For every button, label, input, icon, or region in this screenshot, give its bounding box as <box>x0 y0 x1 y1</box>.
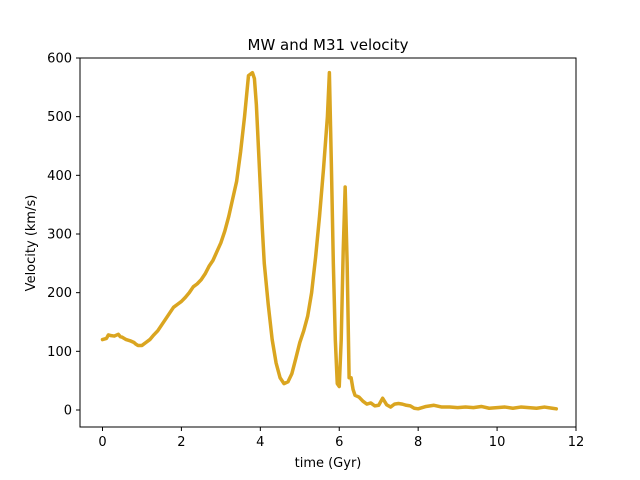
y-tick-label: 400 <box>47 169 72 184</box>
y-tick-label: 500 <box>47 110 72 125</box>
x-tick-label: 4 <box>256 435 264 450</box>
x-axis-label: time (Gyr) <box>295 456 362 471</box>
x-tick-label: 0 <box>98 435 106 450</box>
y-axis-label: Velocity (km/s) <box>24 195 39 292</box>
y-tick-label: 100 <box>47 345 72 360</box>
y-tick-label: 0 <box>64 403 72 418</box>
x-tick-label: 2 <box>177 435 185 450</box>
y-tick-label: 600 <box>47 52 72 67</box>
x-tick-label: 8 <box>414 435 422 450</box>
series-line-0 <box>100 70 559 411</box>
y-tick-label: 300 <box>47 227 72 242</box>
y-tick-label: 200 <box>47 286 72 301</box>
x-tick-label: 10 <box>489 435 506 450</box>
series-layer <box>100 70 559 411</box>
x-tick-label: 12 <box>568 435 585 450</box>
x-axis-ticks: 0 2 4 6 8 10 12 <box>98 427 584 450</box>
axes-frame <box>79 57 577 428</box>
y-axis-ticks: 0 100 200 300 400 500 600 <box>47 52 80 418</box>
x-tick-label: 6 <box>335 435 343 450</box>
chart-title: MW and M31 velocity <box>248 36 409 54</box>
